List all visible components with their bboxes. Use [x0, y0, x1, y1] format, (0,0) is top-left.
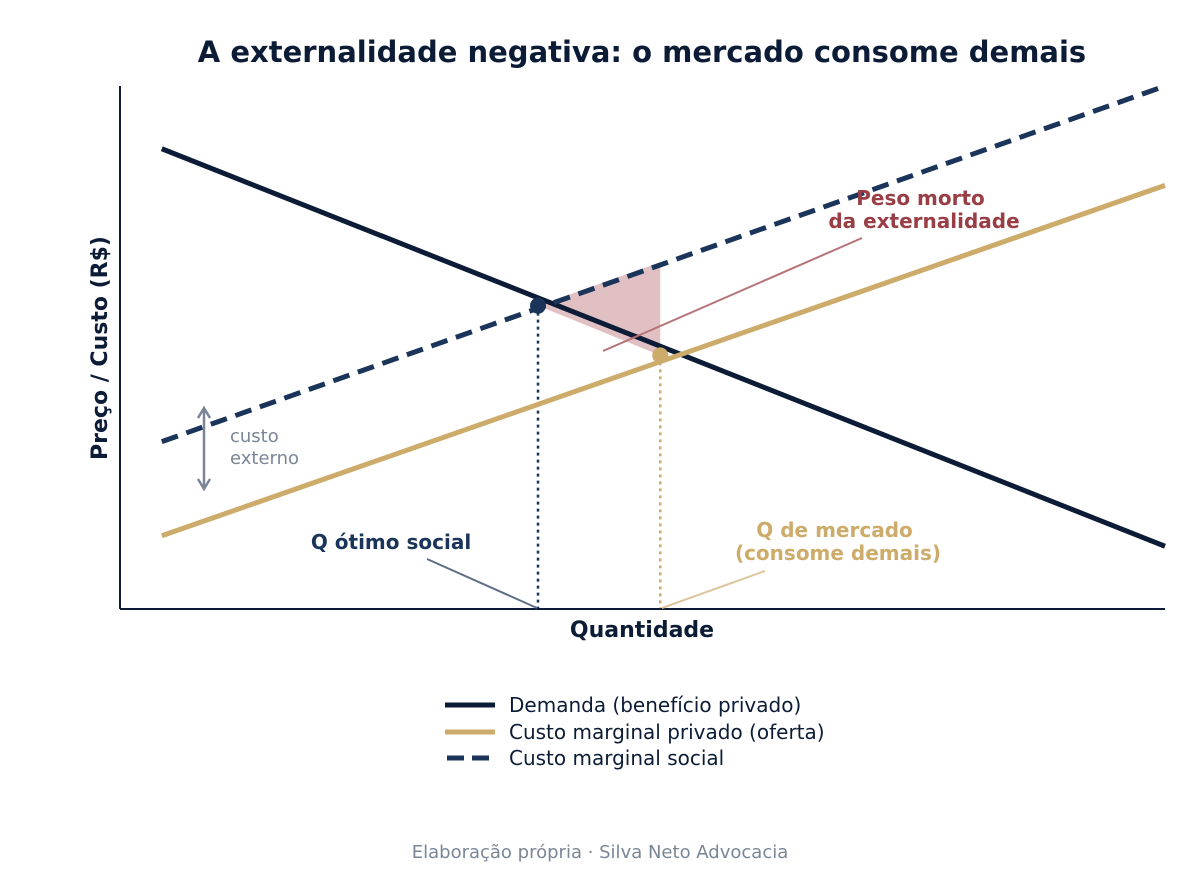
series-demand-line — [160, 146, 1166, 549]
external-cost-annotation-line-1: custo — [230, 426, 279, 447]
legend-label-demand: Demanda (benefício privado) — [509, 693, 801, 717]
deadweight-annotation-line-2: da externalidade — [828, 209, 1019, 233]
deadweight-leader-line — [602, 237, 863, 352]
series-social-cost-line — [160, 83, 1166, 444]
plot-area — [160, 83, 1166, 609]
y-axis-label: Preço / Custo (R$) — [88, 236, 113, 460]
social-q-annotation: Q ótimo social — [311, 530, 471, 554]
deadweight-annotation: Peso morto da externalidade — [828, 186, 1019, 233]
social-q-leader-line — [426, 558, 538, 609]
legend-label-social-cost: Custo marginal social — [509, 746, 724, 770]
deadweight-annotation-line-1: Peso morto — [856, 186, 985, 210]
credit-line: Elaboração própria · Silva Neto Advocaci… — [412, 842, 789, 863]
legend-label-private-cost: Custo marginal privado (oferta) — [509, 720, 825, 744]
external-cost-annotation-line-2: externo — [230, 448, 299, 469]
chart-title: A externalidade negativa: o mercado cons… — [198, 35, 1086, 69]
market-equilibrium-point — [652, 347, 669, 364]
external-cost-arrow — [196, 405, 212, 492]
market-q-annotation-line-2: (consome demais) — [735, 541, 941, 565]
social-optimum-point — [530, 297, 546, 314]
legend: Demanda (benefício privado) Custo margin… — [445, 693, 825, 770]
market-q-annotation: Q de mercado (consome demais) — [735, 518, 941, 565]
x-axis-label: Quantidade — [570, 618, 714, 643]
market-q-leader-line — [661, 570, 766, 609]
market-q-annotation-line-1: Q de mercado — [756, 518, 912, 542]
external-cost-annotation: custo externo — [230, 426, 299, 469]
